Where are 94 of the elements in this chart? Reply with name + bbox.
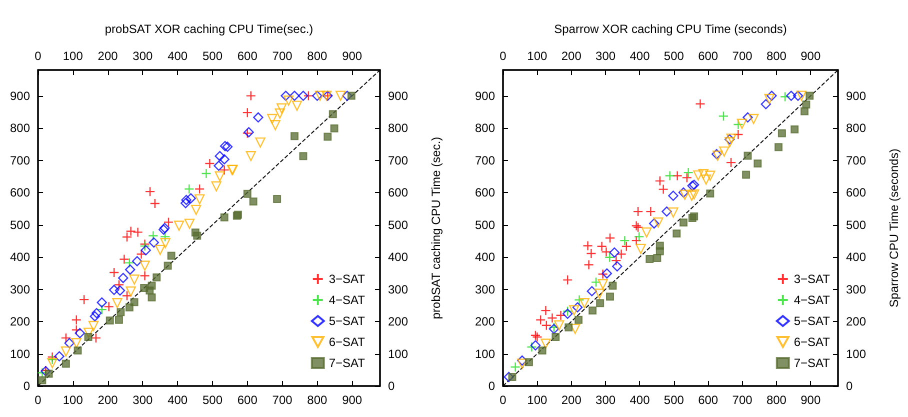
y-tick-label: 400 (474, 250, 496, 264)
x-tick-label: 600 (698, 393, 718, 407)
x2-tick-label: 200 (561, 49, 582, 63)
y2-tick-label: 400 (846, 250, 866, 264)
y-tick-label: 700 (10, 153, 30, 168)
legend-label: 5−SAT (794, 314, 831, 328)
x-tick-label: 500 (664, 393, 684, 407)
y-tick-label: 400 (10, 250, 30, 264)
x2-tick-label: 600 (698, 49, 718, 63)
x-tick-label: 200 (561, 393, 582, 407)
x2-tick-label: 100 (62, 49, 84, 63)
x-tick-label: 300 (132, 393, 154, 407)
x-tick-label: 0 (34, 393, 42, 407)
y-tick-label: 500 (10, 218, 30, 232)
legend-label: 3−SAT (794, 272, 831, 286)
y-tick-label: 300 (474, 282, 496, 296)
y-tick-label: 200 (10, 314, 30, 329)
y2-tick-label: 800 (388, 121, 408, 136)
y2-tick-label: 0 (388, 379, 395, 393)
x-tick-label: 900 (800, 393, 821, 407)
x2-tick-label: 700 (732, 49, 753, 63)
x-tick-label: 0 (500, 393, 507, 407)
legend-label: 5−SAT (328, 314, 366, 328)
x2-tick-label: 900 (800, 49, 821, 63)
y-tick-label: 200 (474, 314, 496, 329)
x-tick-label: 300 (596, 393, 616, 407)
legend-label: 7−SAT (794, 356, 831, 370)
y2-tick-label: 800 (846, 121, 866, 136)
y-tick-label: 800 (10, 121, 30, 136)
y2-axis-title: probSAT caching CPU Time (sec.) (429, 136, 443, 320)
x2-axis-title: Sparrow XOR caching CPU Time (seconds) (554, 22, 787, 36)
x2-tick-label: 800 (307, 49, 328, 63)
y-tick-label: 100 (10, 346, 30, 361)
legend-label: 4−SAT (328, 293, 366, 307)
y2-tick-label: 200 (846, 314, 866, 329)
legend-label: 3−SAT (328, 272, 366, 286)
y2-tick-label: 900 (846, 88, 866, 103)
y2-axis-title: Sparrow CPU Time (seconds) (887, 148, 901, 308)
y2-tick-label: 0 (846, 379, 853, 393)
y2-tick-label: 900 (388, 88, 408, 103)
y2-tick-label: 300 (388, 282, 408, 296)
x-tick-label: 800 (766, 393, 787, 407)
x2-tick-label: 300 (596, 49, 616, 63)
x2-tick-label: 0 (500, 49, 507, 63)
x2-tick-label: 700 (272, 49, 293, 63)
y2-tick-label: 100 (846, 346, 866, 361)
legend-label: 6−SAT (794, 335, 831, 349)
x2-tick-label: 500 (202, 49, 223, 63)
y-tick-label: 0 (488, 379, 496, 393)
x-tick-label: 100 (62, 393, 84, 407)
x-tick-label: 800 (307, 393, 328, 407)
x2-tick-label: 800 (766, 49, 787, 63)
y-tick-label: 800 (474, 121, 496, 136)
y-tick-label: 600 (474, 186, 496, 200)
y2-tick-label: 500 (846, 218, 866, 232)
y-tick-label: 600 (10, 186, 30, 200)
y-tick-label: 900 (474, 88, 496, 103)
y2-tick-label: 700 (846, 153, 866, 168)
y2-tick-label: 200 (388, 314, 408, 329)
y2-tick-label: 600 (846, 186, 866, 200)
x-tick-label: 500 (202, 393, 223, 407)
y2-tick-label: 600 (388, 186, 408, 200)
legend-label: 6−SAT (328, 335, 366, 349)
x2-axis-title: probSAT XOR caching CPU Time(sec.) (104, 22, 314, 36)
y-tick-label: 300 (10, 282, 30, 296)
y-tick-label: 500 (474, 218, 496, 232)
y2-tick-label: 700 (388, 153, 408, 168)
x2-tick-label: 900 (342, 49, 362, 63)
x-tick-label: 100 (527, 393, 548, 407)
x2-tick-label: 300 (132, 49, 154, 63)
y2-tick-label: 300 (846, 282, 866, 296)
x-tick-label: 200 (98, 393, 118, 407)
x2-tick-label: 200 (98, 49, 118, 63)
x-tick-label: 400 (168, 393, 188, 407)
y-tick-label: 100 (474, 346, 496, 361)
x-tick-label: 700 (272, 393, 293, 407)
legend-label: 7−SAT (328, 356, 366, 370)
y2-tick-label: 400 (388, 250, 408, 264)
x-tick-label: 900 (342, 393, 362, 407)
y-tick-label: 900 (10, 88, 30, 103)
legend-label: 4−SAT (794, 293, 831, 307)
y2-tick-label: 100 (388, 346, 408, 361)
x2-tick-label: 100 (527, 49, 548, 63)
y-tick-label: 0 (23, 379, 30, 393)
x-tick-label: 700 (732, 393, 753, 407)
x2-tick-label: 600 (237, 49, 258, 63)
x2-tick-label: 500 (664, 49, 684, 63)
x-tick-label: 400 (630, 393, 650, 407)
y-tick-label: 700 (474, 153, 496, 168)
x2-tick-label: 400 (630, 49, 650, 63)
x-tick-label: 600 (237, 393, 258, 407)
x2-tick-label: 0 (34, 49, 42, 63)
y2-tick-label: 500 (388, 218, 408, 232)
x2-tick-label: 400 (168, 49, 188, 63)
